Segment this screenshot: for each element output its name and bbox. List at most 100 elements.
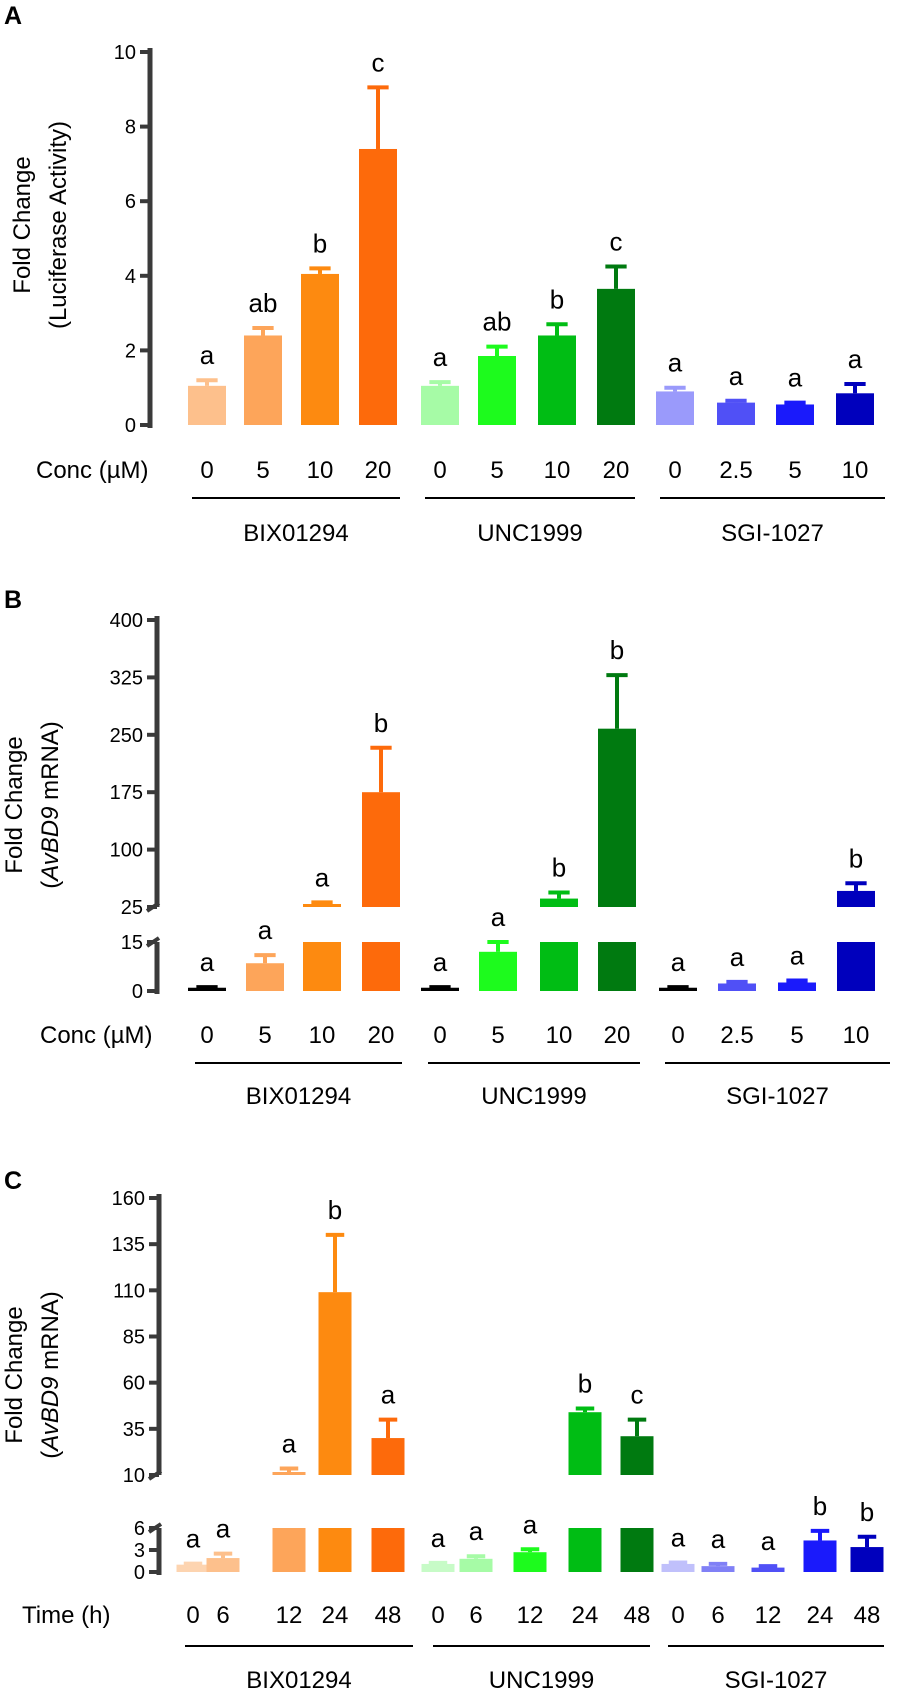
panel-c-bar-unc1999-48-sig: c <box>631 1380 644 1410</box>
panel-c-bar-bix01294-6-category: 6 <box>216 1602 229 1629</box>
panel-b-bar-unc1999-20-lower <box>598 942 636 991</box>
panel-b-bar-bix01294-0 <box>188 987 226 991</box>
panel-b-bar-unc1999-5 <box>479 951 517 991</box>
panel-b-y-label-part: ( <box>37 881 64 889</box>
panel-c-bar-unc1999-12-sig: a <box>523 1509 538 1539</box>
panel-b-bar-bix01294-10-sig: a <box>315 862 330 892</box>
panel-b-y-tick-label: 250 <box>110 725 143 747</box>
panel-c-bar-bix01294-24-upper <box>318 1292 352 1475</box>
panel-c-bar-unc1999-24-sig: b <box>578 1369 592 1399</box>
panel-a-y-tick-label: 0 <box>125 415 136 437</box>
panel-c-bar-bix01294-12-sig: a <box>282 1429 297 1459</box>
panel-a-bar-unc1999-20-category: 20 <box>603 457 630 484</box>
panel-c-bar-sgi1027-0 <box>661 1563 695 1572</box>
panel-a-bar-unc1999-20-sig: c <box>610 226 623 256</box>
panel-b-bar-bix01294-20-sig: b <box>374 708 388 738</box>
panel-a-bar-unc1999-0 <box>421 385 459 425</box>
panel-a-bar-unc1999-5-sig: ab <box>483 307 512 337</box>
panel-c-bar-unc1999-48-upper <box>620 1436 654 1475</box>
panel-b-y-label-part: AvBD9 <box>37 807 64 883</box>
panel-a-bar-sgi1027-0-sig: a <box>668 348 683 378</box>
panel-b-bar-bix01294-20-upper <box>362 792 400 907</box>
panel-c-y-label-part: mRNA) <box>37 1291 64 1376</box>
panel-c-bar-sgi1027-48-sig: b <box>860 1497 874 1527</box>
panel-c-bar-unc1999-6-category: 6 <box>469 1602 482 1629</box>
panel-c-bar-sgi1027-24-sig: b <box>813 1491 827 1521</box>
panel-b-bar-unc1999-5-category: 5 <box>491 1022 504 1049</box>
panel-b-bar-sgi1027-10-upper <box>837 890 875 907</box>
panel-b-bar-unc1999-5-sig: a <box>491 902 506 932</box>
panel-b-bar-sgi1027-10-lower <box>837 942 875 991</box>
panel-c-bar-unc1999-6 <box>459 1558 493 1572</box>
panel-c-group-label: UNC1999 <box>489 1667 594 1688</box>
panel-b-bar-sgi1027-0 <box>659 987 697 991</box>
panel-c-bar-sgi1027-6-sig: a <box>711 1524 726 1554</box>
panel-c-y-tick-label: 6 <box>134 1518 145 1540</box>
panel-a-bar-bix01294-10 <box>301 273 339 425</box>
panel-a-bar-sgi1027-5-category: 5 <box>788 457 801 484</box>
panel-c-bar-sgi1027-48 <box>850 1547 884 1572</box>
panel-b-bar-unc1999-10-lower <box>540 942 578 991</box>
panel-c-bar-bix01294-0-sig: a <box>186 1524 201 1554</box>
panel-c-y-tick-label: 3 <box>134 1540 145 1562</box>
panel-b-bar-bix01294-5 <box>246 963 284 991</box>
panel-b-bar-bix01294-20-lower <box>362 942 400 991</box>
panel-a-y-tick-label: 6 <box>125 191 136 213</box>
panel-a-bar-unc1999-10-category: 10 <box>544 457 571 484</box>
panel-b-y-label-line2: (AvBD9 mRNA) <box>37 721 64 889</box>
panel-a-bar-unc1999-10-sig: b <box>550 284 564 314</box>
panel-c-x-title: Time (h) <box>22 1602 110 1629</box>
panel-a-bar-bix01294-0 <box>188 385 226 425</box>
panel-b-bar-bix01294-10-category: 10 <box>309 1022 336 1049</box>
panel-c-bar-unc1999-48-lower <box>620 1528 654 1572</box>
panel-b-bar-bix01294-20-category: 20 <box>368 1022 395 1049</box>
panel-b-bar-unc1999-0-category: 0 <box>433 1022 446 1049</box>
panel-b-group-label: BIX01294 <box>246 1083 351 1110</box>
panel-b-bar-bix01294-5-category: 5 <box>258 1022 271 1049</box>
panel-b-bar-bix01294-0-sig: a <box>200 947 215 977</box>
panel-a-bar-bix01294-0-category: 0 <box>200 457 213 484</box>
panel-c-bar-sgi1027-6 <box>701 1566 735 1572</box>
panel-a-group-label: SGI-1027 <box>721 520 824 547</box>
panel-b-bar-unc1999-10-sig: b <box>552 852 566 882</box>
panel-c-bar-unc1999-0 <box>421 1563 455 1572</box>
panel-b-bar-sgi1027-5-category: 5 <box>790 1022 803 1049</box>
panel-a-y-tick-label: 2 <box>125 340 136 362</box>
panel-a-bar-bix01294-10-sig: b <box>313 228 327 258</box>
panel-c-y-tick-label: 135 <box>112 1234 145 1256</box>
panel-c-bar-bix01294-24-lower <box>318 1528 352 1572</box>
panel-a-bar-sgi1027-10-category: 10 <box>842 457 869 484</box>
panel-c-bar-sgi1027-0-category: 0 <box>671 1602 684 1629</box>
panel-a-x-title: Conc (µM) <box>36 457 149 484</box>
panel-c-bar-sgi1027-48-category: 48 <box>854 1602 881 1629</box>
panel-a-bar-sgi1027-2_5 <box>717 402 755 425</box>
panel-a-bar-bix01294-20-category: 20 <box>365 457 392 484</box>
panel-c-bar-bix01294-0-category: 0 <box>186 1602 199 1629</box>
panel-c-bar-sgi1027-12-sig: a <box>761 1526 776 1556</box>
panel-c-bar-bix01294-48-category: 48 <box>375 1602 402 1629</box>
panel-b-x-title: Conc (µM) <box>40 1022 153 1049</box>
panel-c-group-label: SGI-1027 <box>725 1667 828 1688</box>
panel-c-bar-bix01294-48-lower <box>371 1528 405 1572</box>
panel-c-bar-bix01294-6 <box>206 1558 240 1572</box>
panel-a-bar-bix01294-20 <box>359 148 397 426</box>
panel-a-bar-sgi1027-2_5-sig: a <box>729 361 744 391</box>
panel-c-bar-unc1999-0-category: 0 <box>431 1602 444 1629</box>
panel-b-y-tick-label: 15 <box>121 932 143 954</box>
panel-c-bar-bix01294-24-category: 24 <box>322 1602 349 1629</box>
panel-c-y-label-line1: Fold Change <box>1 1306 28 1443</box>
panel-a-bar-bix01294-5-sig: ab <box>249 288 278 318</box>
panel-c-y-tick-label: 85 <box>123 1327 145 1349</box>
panel-a-bar-unc1999-20 <box>597 288 635 425</box>
panel-c-bar-unc1999-24-lower <box>568 1528 602 1572</box>
panel-b-bar-sgi1027-2_5-sig: a <box>730 942 745 972</box>
panel-c-bar-sgi1027-0-sig: a <box>671 1522 686 1552</box>
panel-b-y-label-part: mRNA) <box>37 721 64 806</box>
panel-b-bar-unc1999-10-category: 10 <box>546 1022 573 1049</box>
panel-b-bar-sgi1027-2_5-category: 2.5 <box>720 1022 753 1049</box>
panel-c-y-tick-label: 0 <box>134 1562 145 1584</box>
panel-b-y-tick-label: 25 <box>121 897 143 919</box>
